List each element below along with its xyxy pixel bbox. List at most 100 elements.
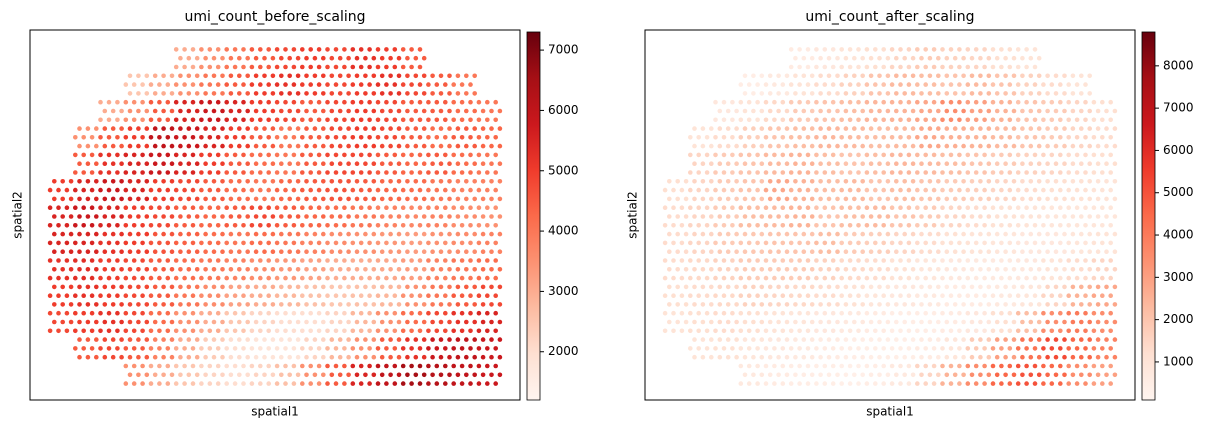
spot [776, 267, 781, 272]
spot [923, 47, 928, 52]
spot [409, 82, 414, 87]
spot [241, 82, 246, 87]
spot [898, 47, 903, 52]
spot [178, 267, 183, 272]
spot [165, 117, 171, 123]
spot [253, 284, 259, 290]
spot [409, 170, 414, 175]
spot [400, 363, 406, 369]
spot [182, 170, 187, 175]
spot [830, 47, 836, 52]
spot [258, 205, 263, 210]
spot [85, 319, 91, 325]
spot [688, 135, 693, 140]
spot [329, 337, 335, 342]
spot [85, 249, 91, 254]
spot [1091, 240, 1097, 246]
spot [165, 258, 171, 263]
spot [228, 179, 234, 184]
spot [843, 196, 849, 202]
spot [919, 354, 924, 360]
spot [220, 91, 225, 96]
spot [852, 91, 857, 96]
spot [464, 354, 469, 360]
spot [1007, 310, 1013, 316]
spot [952, 126, 958, 131]
spot [258, 47, 263, 52]
spot [497, 249, 503, 254]
spot [990, 47, 996, 52]
spot [860, 73, 865, 79]
spot [822, 381, 828, 386]
spot [1112, 179, 1118, 184]
spot [952, 196, 958, 202]
spot [910, 267, 916, 272]
spot [1058, 328, 1063, 334]
spot [190, 152, 196, 158]
spot [426, 363, 431, 369]
spot [704, 135, 710, 140]
spot [751, 108, 756, 114]
spot [157, 135, 162, 140]
spot [430, 126, 435, 131]
spot [738, 293, 744, 299]
spot [814, 363, 819, 369]
colorbar-tick-label: 4000 [548, 224, 579, 238]
spot [224, 135, 229, 140]
spot [931, 99, 937, 105]
colorbar-tick-label: 1000 [1163, 354, 1194, 368]
spot [287, 143, 293, 149]
spot [994, 91, 1000, 96]
spot [123, 258, 129, 263]
spot [755, 135, 760, 140]
spot [898, 99, 903, 105]
spot [772, 381, 777, 386]
spot [717, 231, 723, 237]
spot [1041, 205, 1046, 210]
spot [140, 346, 145, 351]
spot [123, 346, 129, 351]
spot [868, 161, 874, 166]
spot [885, 179, 891, 184]
spot [178, 126, 183, 131]
spot [679, 223, 685, 228]
spot [211, 73, 217, 79]
spot [119, 196, 124, 202]
spot [308, 240, 314, 246]
spot [266, 64, 272, 70]
spot [809, 302, 815, 307]
spot [283, 328, 288, 334]
spot [1095, 302, 1101, 307]
spot [1066, 328, 1071, 334]
spot [957, 64, 962, 70]
spot [316, 223, 322, 228]
spot [767, 231, 773, 237]
spot [464, 196, 469, 202]
spot [127, 284, 133, 290]
spot [459, 381, 465, 386]
spot [969, 143, 975, 149]
spot [801, 179, 807, 184]
spot [426, 310, 431, 316]
spot [266, 310, 272, 316]
spot [969, 214, 975, 219]
spot [999, 135, 1004, 140]
spot [1087, 179, 1092, 184]
spot [1011, 179, 1017, 184]
spot [1095, 249, 1101, 254]
spot [881, 363, 886, 369]
spot [868, 108, 874, 114]
spot [969, 179, 975, 184]
spot [283, 47, 288, 52]
spot [52, 214, 57, 219]
spot [742, 319, 748, 325]
spot [1011, 267, 1017, 272]
spot [1020, 126, 1025, 131]
spot [321, 179, 326, 184]
spot [253, 73, 259, 79]
spot [835, 108, 840, 114]
spot [767, 267, 773, 272]
spot [986, 55, 992, 61]
spot [944, 302, 950, 307]
